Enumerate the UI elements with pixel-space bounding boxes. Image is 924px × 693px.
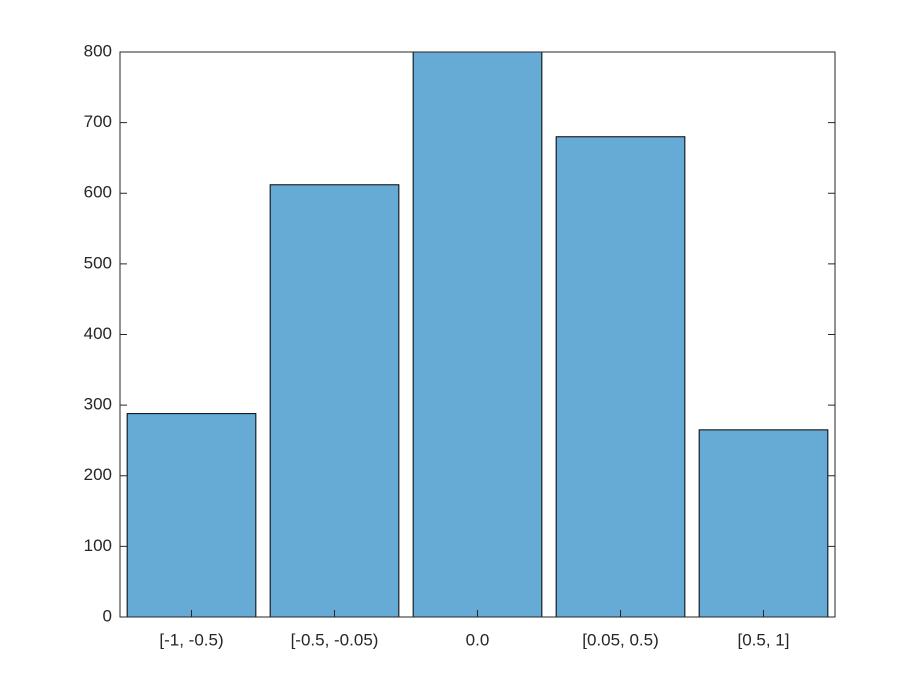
bar (126, 413, 257, 618)
y-tick-label: 700 (84, 112, 112, 131)
bar (698, 429, 829, 618)
bar (412, 51, 543, 618)
y-tick-label: 300 (84, 395, 112, 414)
y-tick-label: 200 (84, 465, 112, 484)
y-tick-label: 500 (84, 253, 112, 272)
y-tick-label: 100 (84, 536, 112, 555)
y-tick-label: 0 (103, 606, 112, 625)
x-tick-label: [-1, -0.5) (159, 630, 223, 649)
y-tick-label: 600 (84, 183, 112, 202)
x-tick-label: [-0.5, -0.05) (291, 630, 379, 649)
y-tick-label: 800 (84, 41, 112, 60)
x-tick-label: [0.5, 1] (738, 630, 790, 649)
x-tick-label: [0.05, 0.5) (582, 630, 659, 649)
y-tick-label: 400 (84, 324, 112, 343)
bar (555, 136, 686, 618)
bar (269, 184, 400, 618)
x-tick-label: 0.0 (466, 630, 490, 649)
